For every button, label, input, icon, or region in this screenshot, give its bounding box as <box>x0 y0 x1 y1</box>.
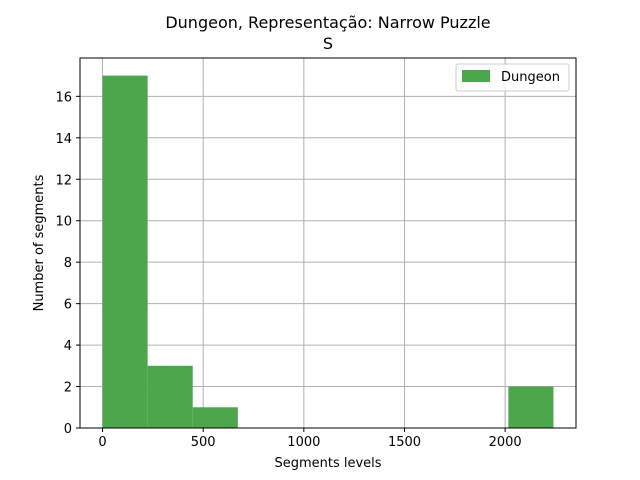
y-axis-label: Number of segments <box>32 174 47 311</box>
y-tick-label: 6 <box>64 298 72 313</box>
chart-title: Dungeon, Representação: Narrow Puzzle <box>165 13 490 32</box>
axis-ticks: 0 500 1000 1500 2000 0 2 4 6 8 10 12 14 16 <box>55 90 521 450</box>
histogram-bar <box>508 386 554 428</box>
y-tick-label: 8 <box>64 256 72 271</box>
histogram-bar <box>147 365 193 428</box>
histogram-bar <box>102 75 148 428</box>
x-tick-label: 1000 <box>287 435 320 450</box>
legend: Dungeon <box>455 63 570 92</box>
x-tick-label: 500 <box>191 435 216 450</box>
x-tick-label: 1500 <box>388 435 421 450</box>
bars <box>102 75 554 428</box>
y-tick-label: 4 <box>64 339 72 354</box>
y-tick-label: 0 <box>64 422 72 437</box>
chart-subtitle: S <box>323 34 333 53</box>
legend-swatch <box>462 70 490 82</box>
y-tick-label: 14 <box>55 132 72 147</box>
y-tick-label: 2 <box>64 381 72 396</box>
x-tick-label: 0 <box>98 435 106 450</box>
x-axis-label: Segments levels <box>274 456 381 471</box>
x-tick-label: 2000 <box>489 435 522 450</box>
legend-label: Dungeon <box>501 70 560 85</box>
plot-area-frame <box>79 57 577 429</box>
y-tick-label: 10 <box>55 215 72 230</box>
y-tick-label: 16 <box>55 90 72 105</box>
histogram-bar <box>192 407 238 428</box>
y-tick-label: 12 <box>55 173 72 188</box>
